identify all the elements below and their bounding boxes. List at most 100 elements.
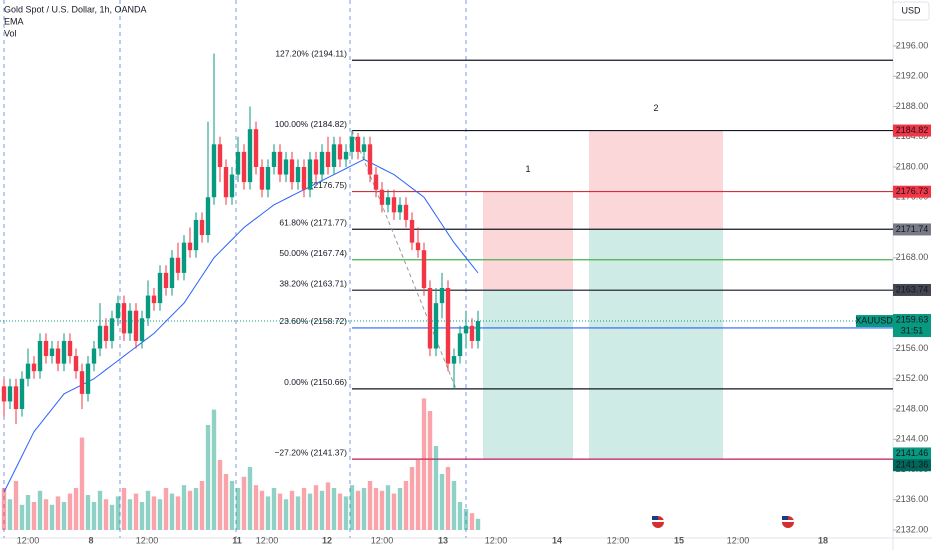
volume-bar xyxy=(163,488,169,530)
volume-bar xyxy=(169,493,175,530)
candle-body xyxy=(19,378,25,410)
candle-body xyxy=(451,356,457,364)
price-badge xyxy=(893,223,931,236)
candle-body xyxy=(265,166,271,190)
candle-body xyxy=(277,151,283,175)
candle-body xyxy=(13,386,19,410)
x-tick-label: 8 xyxy=(88,535,93,545)
price-badge xyxy=(893,459,931,472)
candle-body xyxy=(187,242,193,251)
candle-body xyxy=(445,288,451,364)
volume-bar xyxy=(397,488,403,530)
candle-body xyxy=(91,348,97,364)
volume-bar xyxy=(367,481,373,530)
stop-zone xyxy=(483,191,573,290)
x-tick-label: 12:00 xyxy=(17,535,40,545)
candle-body xyxy=(397,204,403,213)
volume-bar xyxy=(253,485,259,530)
candle-body xyxy=(427,288,433,349)
candle-body xyxy=(439,288,445,304)
volume-bar xyxy=(463,509,469,530)
volume-bar xyxy=(475,518,481,530)
candle-body xyxy=(331,144,337,167)
layer xyxy=(3,0,467,538)
position-label: 2 xyxy=(653,103,658,113)
candle-body xyxy=(373,174,379,190)
volume-bar xyxy=(307,493,313,530)
volume-bar xyxy=(439,474,445,530)
volume-bar xyxy=(43,499,49,530)
fib-label: 100.00% (2184.82) xyxy=(275,119,347,129)
candle-body xyxy=(139,318,145,341)
volume-bar xyxy=(337,493,343,530)
candle-body xyxy=(127,310,133,334)
candle-body xyxy=(103,325,109,341)
target-zone xyxy=(589,229,723,459)
volume-bar xyxy=(25,495,31,530)
x-tick-label: 15 xyxy=(674,535,684,545)
volume-bar xyxy=(283,499,289,530)
candle-body xyxy=(307,159,313,190)
volume-bar xyxy=(313,485,319,530)
volume-bar xyxy=(277,493,283,530)
fib-label: (2176.75) xyxy=(311,180,348,190)
candle-body xyxy=(67,340,73,357)
candle-body xyxy=(295,166,301,183)
flag-icon[interactable] xyxy=(782,516,794,528)
volume-bar xyxy=(91,502,97,530)
volume-bar xyxy=(415,460,421,530)
volume-bar xyxy=(211,409,217,530)
price-badge-label: 2176.73 xyxy=(896,186,929,196)
candle-body xyxy=(181,242,187,273)
volume-bar xyxy=(49,504,55,530)
candle-body xyxy=(43,340,49,357)
candle-body xyxy=(475,321,481,341)
volume-bar xyxy=(187,490,193,530)
volume-bar xyxy=(229,481,235,530)
volume-bar xyxy=(181,485,187,530)
x-tick-label: 18 xyxy=(818,535,828,545)
x-tick-label: 12:00 xyxy=(136,535,159,545)
currency-button[interactable] xyxy=(892,1,930,21)
candle-body xyxy=(109,318,115,341)
currency-label[interactable]: USD xyxy=(901,5,921,15)
volume-bar xyxy=(241,476,247,530)
volume-bar xyxy=(7,499,13,530)
candle-body xyxy=(151,295,157,304)
volume-bar xyxy=(1,488,7,530)
volume-bar xyxy=(115,496,121,530)
candle-body xyxy=(7,386,13,402)
candle-body xyxy=(421,250,427,288)
candle-body xyxy=(157,272,163,304)
candle-body xyxy=(385,197,391,205)
symbol-badge xyxy=(856,315,893,328)
volume-bar xyxy=(445,467,451,530)
x-tick-label: 11 xyxy=(232,535,242,545)
stop-zone xyxy=(589,130,723,230)
volume-bar xyxy=(67,493,73,530)
y-tick-label: 2196.00 xyxy=(896,40,929,50)
x-tick-label: 12:00 xyxy=(371,535,394,545)
candle-body xyxy=(337,144,343,160)
last-price-label: 2159.63 xyxy=(896,314,929,324)
candle-body xyxy=(79,371,85,394)
flag-icon[interactable] xyxy=(652,516,664,528)
candle-body xyxy=(241,151,247,183)
candle-body xyxy=(217,144,223,167)
volume-bar xyxy=(331,488,337,530)
volume-bar xyxy=(199,481,205,530)
candle-body xyxy=(223,166,229,198)
fib-trend xyxy=(351,130,457,390)
volume-bar xyxy=(109,504,115,530)
volume-bar xyxy=(127,499,133,530)
candle-body xyxy=(73,356,79,372)
chart-title: Gold Spot / U.S. Dollar, 1h, OANDA xyxy=(4,4,147,14)
volume-bar xyxy=(289,490,295,530)
x-tick-label: 14 xyxy=(552,535,562,545)
price-badge xyxy=(893,185,931,198)
x-tick-label: 12:00 xyxy=(485,535,508,545)
candle-body xyxy=(247,129,253,183)
candle-body xyxy=(469,325,475,341)
x-tick-label: 12:00 xyxy=(727,535,750,545)
candle-body xyxy=(49,348,55,357)
